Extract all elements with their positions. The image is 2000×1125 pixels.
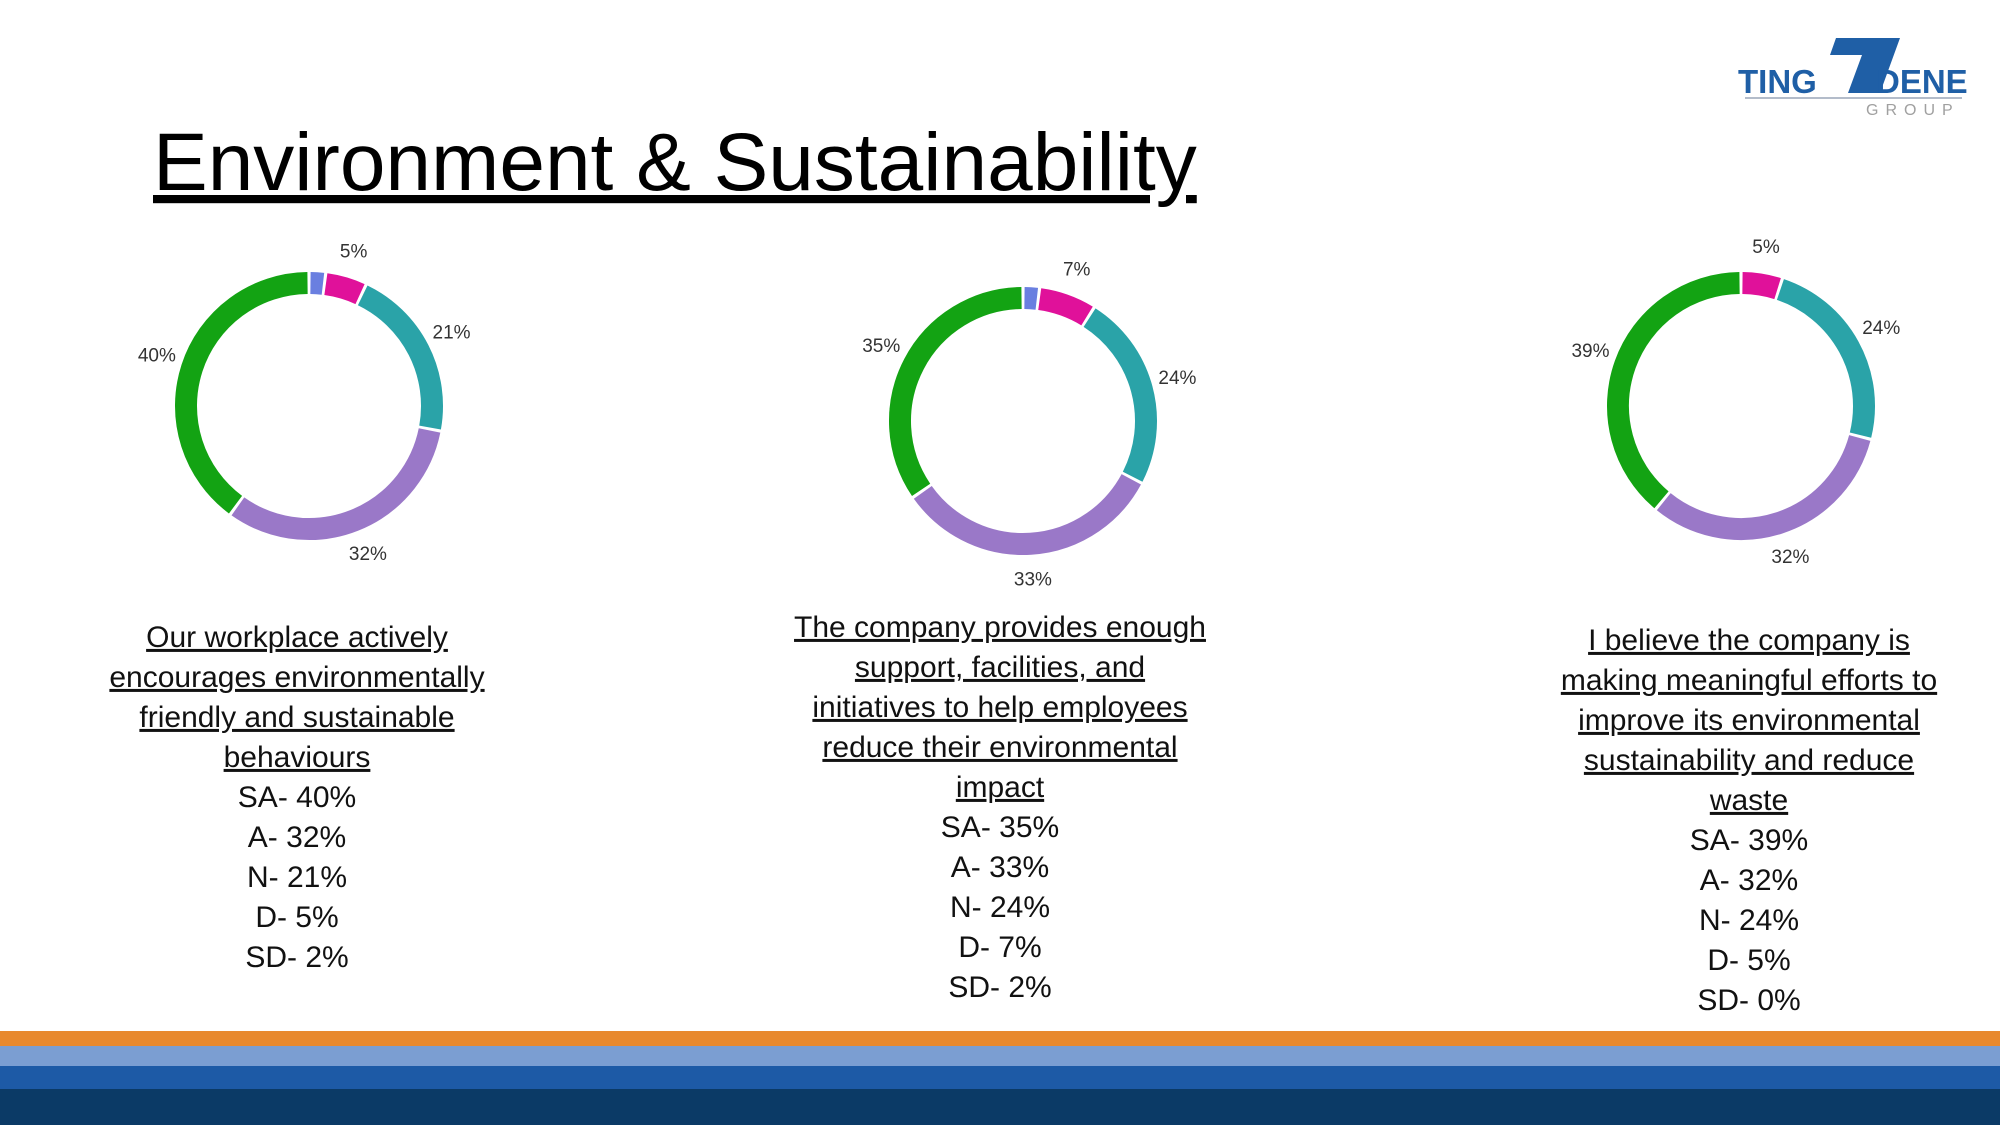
summary-line: SA- 35% (941, 811, 1059, 844)
data-label: 21% (433, 322, 471, 343)
data-label: 24% (1862, 318, 1900, 339)
donut-segment (1741, 272, 1781, 300)
donut-segment (1656, 434, 1871, 540)
summary-line: SD- 0% (1697, 984, 1800, 1017)
caption-line: support, facilities, and (855, 651, 1145, 684)
caption-line: Our workplace actively (146, 621, 448, 654)
summary-line: A- 32% (248, 821, 346, 854)
caption-line: I believe the company is (1588, 624, 1910, 657)
donut-segment (1607, 272, 1740, 509)
donut-segment (310, 272, 325, 295)
logo-sub: GROUP (1866, 102, 1960, 119)
summary-line: A- 32% (1700, 864, 1798, 897)
summary-line: D- 5% (255, 901, 338, 934)
data-label: 5% (1752, 237, 1780, 258)
caption-line: friendly and sustainable (139, 701, 454, 734)
summary-line: SA- 40% (238, 781, 356, 814)
summary-line: A- 33% (951, 851, 1049, 884)
data-label: 33% (1014, 570, 1052, 591)
caption-line: waste (1709, 784, 1788, 817)
caption-line: The company provides enough (794, 611, 1206, 644)
caption-line: initiatives to help employees (812, 691, 1187, 724)
data-label: 5% (340, 241, 368, 262)
data-label: 32% (1771, 547, 1809, 568)
data-label: 7% (1063, 259, 1091, 280)
logo: TING DENE GROUP (1738, 38, 1968, 119)
summary-line: SD- 2% (245, 941, 348, 974)
stripe (0, 1031, 2000, 1046)
summary-line: D- 5% (1707, 944, 1790, 977)
summary-line: N- 24% (950, 891, 1050, 924)
donut-segment (1083, 308, 1157, 482)
donut-segment (1037, 288, 1093, 326)
summary-line: SD- 2% (948, 971, 1051, 1004)
donut-segment (913, 473, 1141, 555)
data-label: 35% (862, 336, 900, 357)
caption-line: behaviours (224, 741, 371, 774)
donut-segment (1024, 287, 1039, 310)
caption-line: impact (956, 771, 1045, 804)
summary-line: D- 7% (958, 931, 1041, 964)
donut-segment (231, 428, 441, 540)
logo-right: DENE (1876, 63, 1968, 100)
stripe (0, 1066, 2000, 1089)
caption-line: improve its environmental (1578, 704, 1920, 737)
donut-segment (357, 285, 443, 430)
donut-segment (324, 273, 365, 305)
slide-title: Environment & Sustainability (153, 117, 1197, 208)
caption-line: sustainability and reduce (1584, 744, 1914, 777)
caption-line: encourages environmentally (109, 661, 484, 694)
data-label: 24% (1158, 368, 1196, 389)
caption-line: making meaningful efforts to (1561, 664, 1937, 697)
stripe (0, 1046, 2000, 1066)
donut-segment (889, 287, 1022, 497)
summary-line: N- 21% (247, 861, 347, 894)
donut-segment (1776, 279, 1875, 438)
logo-left: TING (1738, 63, 1817, 100)
data-label: 40% (138, 346, 176, 367)
summary-line: SA- 39% (1690, 824, 1808, 857)
stripe (0, 1089, 2000, 1125)
data-label: 39% (1571, 341, 1609, 362)
data-label: 32% (349, 544, 387, 565)
caption-line: reduce their environmental (822, 731, 1177, 764)
logo-mark (1830, 38, 1900, 93)
donut-segment (175, 272, 308, 514)
summary-line: N- 24% (1699, 904, 1799, 937)
